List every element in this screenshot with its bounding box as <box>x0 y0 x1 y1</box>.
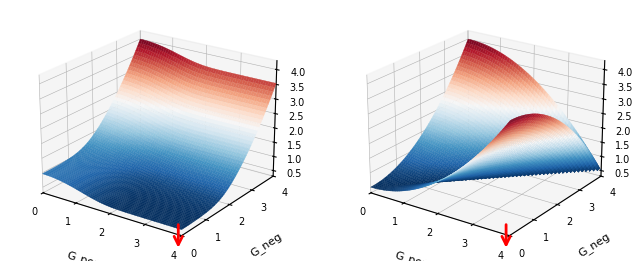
X-axis label: G_pos: G_pos <box>394 250 429 261</box>
X-axis label: G_pos: G_pos <box>66 250 101 261</box>
Y-axis label: G_neg: G_neg <box>576 231 612 259</box>
Y-axis label: G_neg: G_neg <box>248 231 284 259</box>
